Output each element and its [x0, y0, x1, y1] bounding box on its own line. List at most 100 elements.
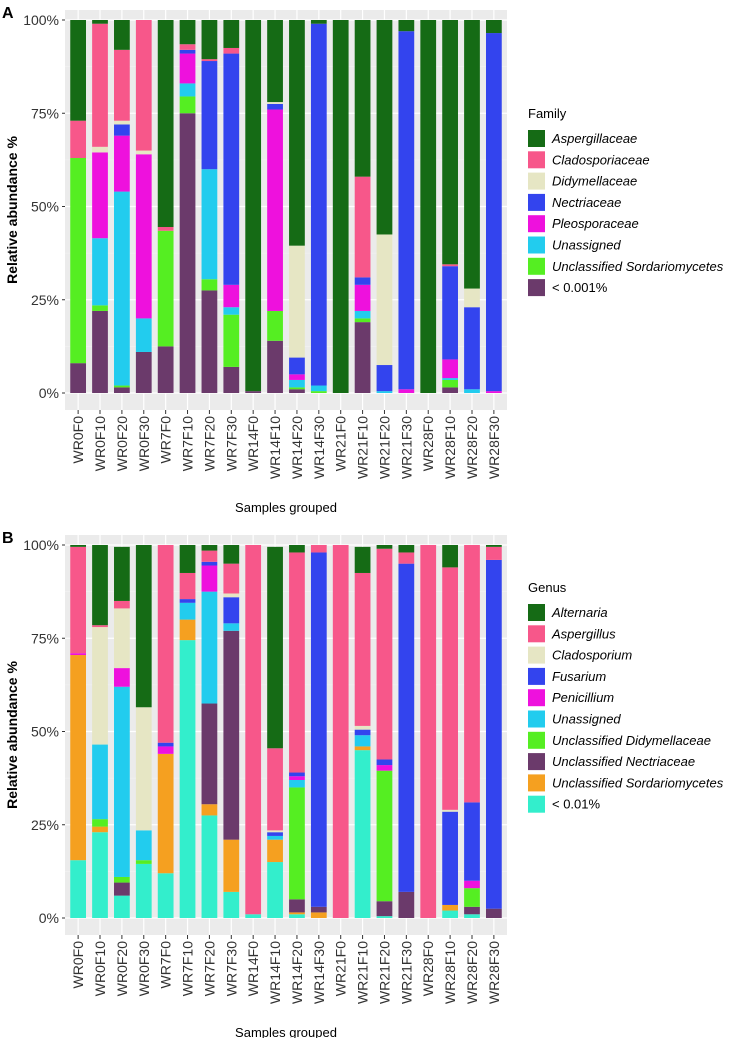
bar-segment-WR28F30 — [485, 559, 502, 909]
bar-segment-WR28F20 — [464, 880, 480, 889]
bar-segment-WR28F10 — [442, 809, 458, 812]
x-tick-label: WR0F10 — [92, 416, 108, 471]
bar-segment-WR21F20 — [376, 770, 393, 902]
bar-segment-WR21F20 — [376, 234, 393, 366]
x-tick-label: WR0F20 — [114, 941, 130, 996]
bar-segment-WR21F20 — [376, 901, 393, 917]
y-tick-label: 50% — [31, 199, 59, 215]
bar-segment-WR14F20 — [289, 772, 305, 777]
x-tick-label: WR28F0 — [420, 941, 436, 996]
bar-segment-WR14F20 — [289, 245, 305, 358]
bar-segment-WR0F0 — [70, 860, 87, 918]
x-tick-label: WR14F0 — [245, 941, 261, 996]
x-tick-label: WR0F30 — [136, 941, 152, 996]
x-tick-label: WR14F20 — [289, 941, 305, 1004]
bar-segment-WR21F20 — [376, 916, 393, 918]
legend-swatch — [528, 257, 545, 275]
bar-segment-WR0F30 — [135, 318, 152, 352]
bar-segment-WR28F20 — [464, 802, 480, 881]
bar-segment-WR21F20 — [376, 20, 393, 235]
bar-segment-WR28F10 — [442, 359, 458, 379]
bar-segment-WR14F20 — [289, 545, 305, 553]
bar-segment-WR21F20 — [376, 765, 393, 771]
x-tick-label: WR0F10 — [92, 941, 108, 996]
bar-segment-WR14F20 — [289, 776, 305, 780]
bar-segment-WR7F0 — [157, 346, 174, 393]
bar-segment-WR28F30 — [485, 546, 502, 560]
bar-segment-WR0F30 — [135, 154, 152, 319]
legend-item-label: Unclassified Sordariomycetes — [552, 259, 724, 274]
bar-segment-WR14F10 — [267, 109, 283, 311]
bar-segment-WR21F30 — [398, 31, 415, 390]
bar-segment-WR28F30 — [485, 391, 502, 393]
legend-swatch — [528, 279, 545, 297]
bar-segment-WR7F10 — [179, 602, 196, 620]
x-tick-label: WR21F30 — [398, 416, 414, 479]
bar-segment-WR28F10 — [442, 567, 458, 810]
x-tick-label: WR28F0 — [420, 416, 436, 471]
bar-segment-WR21F20 — [376, 759, 393, 766]
x-tick-label: WR21F0 — [333, 416, 349, 471]
x-tick-label: WR21F20 — [376, 416, 392, 479]
bar-segment-WR21F10 — [354, 20, 371, 177]
bar-segment-WR14F20 — [289, 912, 305, 915]
legend-item-label: Fusarium — [552, 669, 606, 684]
bar-segment-WR28F20 — [464, 545, 480, 803]
bar-segment-WR7F10 — [179, 44, 196, 50]
bar-segment-WR0F20 — [114, 124, 130, 136]
bar-segment-WR14F10 — [267, 103, 283, 110]
bar-segment-WR0F0 — [70, 120, 87, 159]
legend-item-label: Unclassified Nectriaceae — [552, 754, 695, 769]
bar-segment-WR14F20 — [289, 389, 305, 393]
legend-item-label: Pleosporaceae — [552, 216, 639, 231]
bar-segment-WR14F30 — [310, 20, 327, 24]
x-tick-label: WR0F0 — [70, 416, 86, 464]
x-tick-label: WR7F0 — [158, 941, 174, 989]
bar-segment-WR7F20 — [201, 565, 218, 592]
y-tick-label: 0% — [39, 910, 59, 926]
bar-segment-WR14F20 — [289, 899, 305, 913]
bar-segment-WR0F10 — [92, 305, 108, 311]
legend-title: Genus — [528, 580, 567, 595]
bar-segment-WR21F0 — [332, 20, 349, 393]
x-tick-label: WR14F10 — [267, 416, 283, 479]
bar-segment-WR21F10 — [354, 310, 371, 319]
bar-segment-WR28F20 — [464, 888, 480, 907]
x-tick-label: WR28F30 — [486, 941, 502, 1004]
legend-item-label: Aspergillus — [551, 626, 616, 641]
bar-segment-WR7F30 — [223, 284, 240, 308]
bar-segment-WR7F20 — [201, 804, 218, 816]
bar-segment-WR14F10 — [267, 310, 283, 341]
bar-segment-WR21F10 — [354, 725, 371, 730]
plot-background — [65, 535, 507, 935]
bar-segment-WR0F30 — [135, 707, 152, 831]
bar-segment-WR28F10 — [442, 264, 458, 267]
legend-swatch — [528, 667, 545, 685]
bar-segment-WR14F10 — [267, 839, 283, 863]
bar-segment-WR0F10 — [92, 819, 108, 827]
bar-segment-WR7F30 — [223, 307, 240, 315]
x-tick-label: WR7F0 — [158, 416, 174, 464]
bar-segment-WR28F0 — [420, 20, 437, 393]
legend-item-label: Penicillium — [552, 690, 614, 705]
x-tick-label: WR7F10 — [180, 941, 196, 996]
bar-segment-WR21F30 — [398, 545, 415, 553]
bar-segment-WR7F10 — [179, 53, 196, 84]
bar-segment-WR0F10 — [92, 826, 108, 833]
bar-segment-WR0F30 — [135, 150, 152, 155]
panel-a-family: A 0% 25% 50% 75% 100% WR0F0 WR0F10 WR0F20 WR0F30 W… — [2, 5, 724, 515]
bar-segment-WR7F10 — [179, 545, 196, 573]
bar-segment-WR14F20 — [289, 20, 305, 246]
x-tick-label: WR28F20 — [464, 416, 480, 479]
bar-segment-WR0F30 — [135, 545, 152, 708]
legend-swatch — [528, 795, 545, 813]
bar-segment-WR14F20 — [289, 552, 305, 773]
bar-segment-WR28F30 — [485, 908, 502, 918]
x-tick-label: WR0F0 — [70, 941, 86, 989]
x-tick-label: WR7F20 — [201, 941, 217, 996]
bar-segment-WR14F10 — [267, 832, 283, 836]
bar-segment-WR28F10 — [442, 387, 458, 393]
bar-segment-WR14F30 — [310, 906, 327, 913]
bar-segment-WR7F0 — [157, 873, 174, 918]
bar-segment-WR0F20 — [114, 686, 130, 877]
